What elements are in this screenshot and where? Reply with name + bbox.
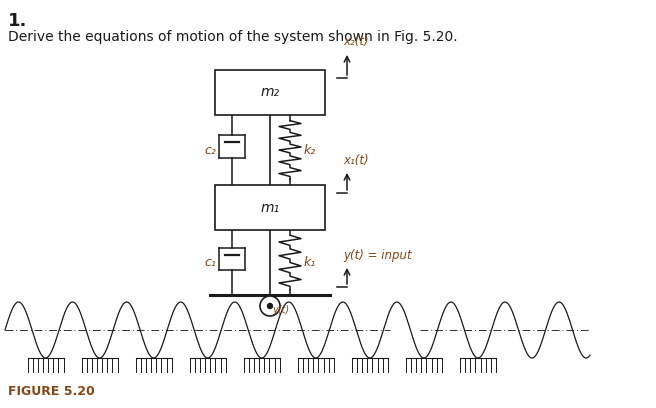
Text: k₂: k₂ bbox=[304, 144, 316, 157]
Text: c₂: c₂ bbox=[204, 144, 216, 157]
Bar bbox=[215, 70, 325, 115]
Bar bbox=[215, 185, 325, 230]
Text: x₂(t): x₂(t) bbox=[343, 35, 369, 48]
Text: 1.: 1. bbox=[8, 12, 28, 30]
Text: c₁: c₁ bbox=[204, 256, 216, 269]
Circle shape bbox=[268, 304, 272, 308]
Text: y(t) = input: y(t) = input bbox=[343, 249, 411, 262]
Text: x₁(t): x₁(t) bbox=[343, 154, 369, 167]
Text: m₂: m₂ bbox=[260, 86, 279, 100]
Text: k₁: k₁ bbox=[304, 256, 316, 269]
Text: y(t): y(t) bbox=[272, 305, 289, 315]
Text: m₁: m₁ bbox=[260, 200, 279, 215]
Circle shape bbox=[260, 296, 280, 316]
Text: FIGURE 5.20: FIGURE 5.20 bbox=[8, 385, 94, 398]
Text: Derive the equations of motion of the system shown in Fig. 5.20.: Derive the equations of motion of the sy… bbox=[8, 30, 458, 44]
